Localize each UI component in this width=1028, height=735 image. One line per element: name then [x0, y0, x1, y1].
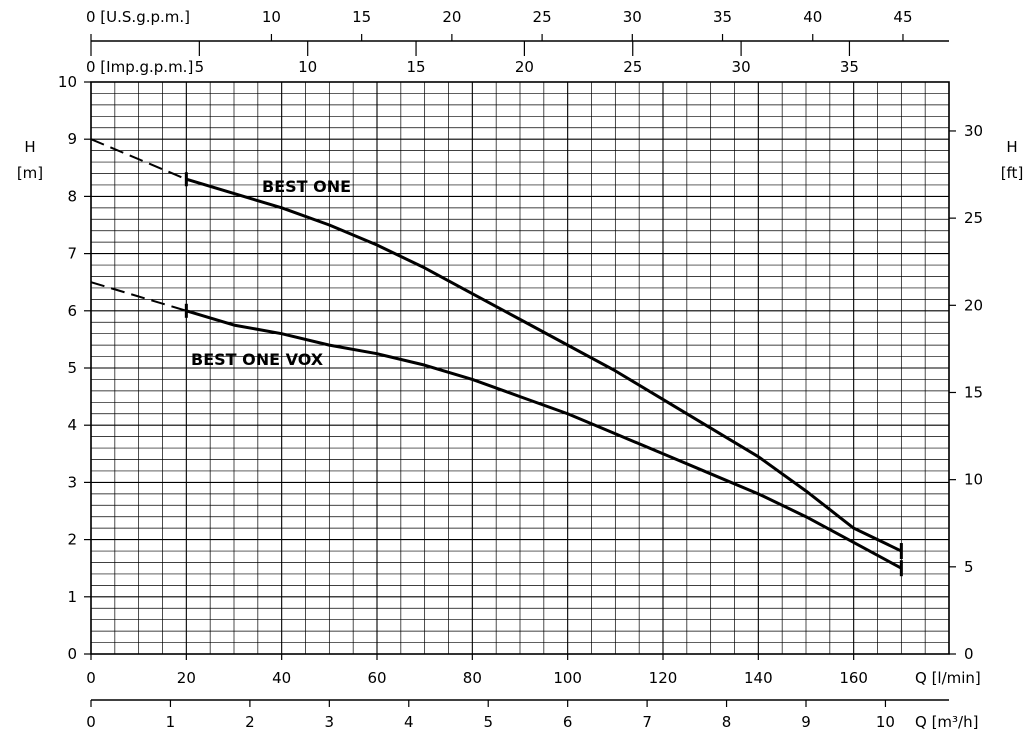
x-impgpm-tick-label: 30 [732, 58, 751, 76]
y-right-tick-label: 30 [964, 122, 983, 140]
x-lmin-tick-label: 60 [367, 669, 386, 687]
y-right-tick-label: 20 [964, 296, 983, 314]
y-right-tick-label: 25 [964, 209, 983, 227]
y-left-tick-label: 1 [67, 588, 77, 606]
x-lmin-tick-label: 0 [86, 669, 96, 687]
x-usgpm-tick-label: 20 [442, 8, 461, 26]
series-label: BEST ONE VOX [191, 350, 324, 369]
chart-axes [84, 34, 956, 707]
x-lmin-tick-label: 80 [463, 669, 482, 687]
chart-axis-labels: H [m] H [ft] Q [l/min] Q [m³/h] 0 [U.S.g… [17, 8, 1023, 731]
x-impgpm-tick-label: 10 [298, 58, 317, 76]
y-axis-left-symbol: H [24, 138, 35, 156]
y-left-tick-label: 0 [67, 645, 77, 663]
x-usgpm-tick-label: 35 [713, 8, 732, 26]
x-lmin-tick-label: 140 [744, 669, 773, 687]
x-m3h-tick-label: 9 [801, 713, 811, 731]
x-m3h-tick-label: 5 [483, 713, 493, 731]
x-m3h-tick-label: 2 [245, 713, 255, 731]
x-m3h-tick-label: 4 [404, 713, 414, 731]
series-extrapolated-line [90, 281, 187, 312]
x-m3h-tick-label: 3 [325, 713, 335, 731]
y-left-tick-label: 3 [67, 473, 77, 491]
y-axis-right-symbol: H [1006, 138, 1017, 156]
x-impgpm-tick-label: 5 [195, 58, 205, 76]
x-impgpm-tick-label: 25 [623, 58, 642, 76]
x-usgpm-tick-label: 30 [623, 8, 642, 26]
y-right-tick-label: 0 [964, 645, 974, 663]
series-extrapolated-line [90, 138, 187, 181]
x-impgpm-tick-label: 15 [406, 58, 425, 76]
chart-series: BEST ONE BEST ONE VOX [90, 138, 903, 577]
y-left-tick-label: 10 [58, 73, 77, 91]
y-left-tick-label: 6 [67, 302, 77, 320]
y-left-tick-label: 2 [67, 531, 77, 549]
x-m3h-tick-label: 0 [86, 713, 96, 731]
x-axis-m3h-label: Q [m³/h] [915, 713, 978, 731]
x-lmin-tick-label: 40 [272, 669, 291, 687]
x-m3h-tick-label: 10 [876, 713, 895, 731]
x-usgpm-tick-label: 10 [262, 8, 281, 26]
series-line [185, 177, 902, 553]
x-lmin-tick-label: 160 [839, 669, 868, 687]
x-axis-impgpm-label: 0 [Imp.g.p.m.] [86, 58, 193, 76]
x-m3h-tick-label: 6 [563, 713, 573, 731]
x-axis-usgpm-label: 0 [U.S.g.p.m.] [86, 8, 190, 26]
x-lmin-tick-label: 20 [177, 669, 196, 687]
y-axis-left-unit: [m] [17, 164, 43, 182]
x-m3h-tick-label: 8 [722, 713, 732, 731]
y-left-tick-label: 7 [67, 245, 77, 263]
y-left-tick-label: 4 [67, 416, 77, 434]
x-lmin-tick-label: 100 [553, 669, 582, 687]
y-left-tick-label: 9 [67, 130, 77, 148]
y-left-tick-label: 5 [67, 359, 77, 377]
x-impgpm-tick-label: 35 [840, 58, 859, 76]
series-line [185, 309, 903, 570]
x-usgpm-tick-label: 15 [352, 8, 371, 26]
x-axis-lmin-label: Q [l/min] [915, 669, 981, 687]
y-right-tick-label: 15 [964, 383, 983, 401]
x-usgpm-tick-label: 45 [893, 8, 912, 26]
x-lmin-tick-label: 120 [649, 669, 678, 687]
x-impgpm-tick-label: 20 [515, 58, 534, 76]
y-right-tick-label: 10 [964, 471, 983, 489]
y-axis-right-unit: [ft] [1001, 164, 1024, 182]
x-usgpm-tick-label: 40 [803, 8, 822, 26]
x-m3h-tick-label: 7 [642, 713, 652, 731]
x-m3h-tick-label: 1 [166, 713, 176, 731]
y-left-tick-label: 8 [67, 187, 77, 205]
series-label: BEST ONE [262, 177, 351, 196]
x-usgpm-tick-label: 25 [533, 8, 552, 26]
y-right-tick-label: 5 [964, 558, 974, 576]
